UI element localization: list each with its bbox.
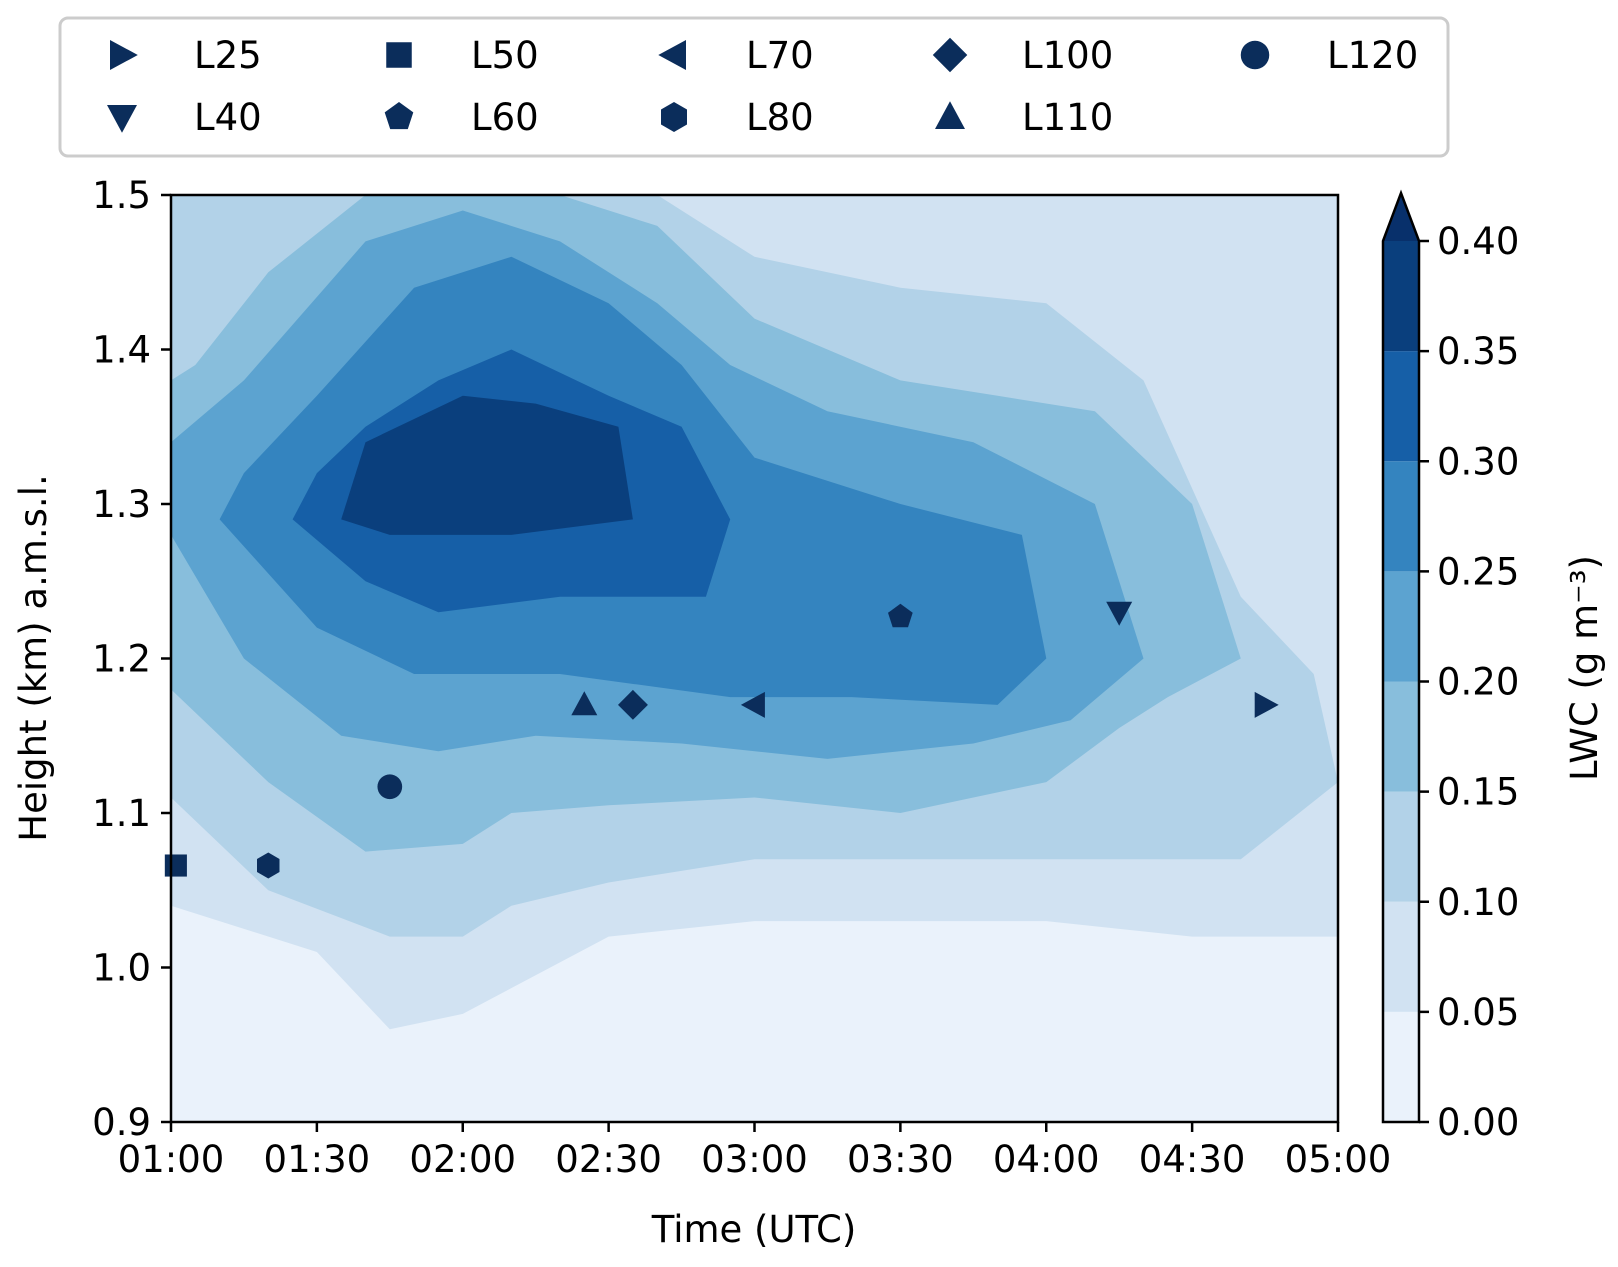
colorbar-band bbox=[1383, 461, 1419, 572]
legend-label: L60 bbox=[471, 96, 539, 139]
legend-diamond-icon bbox=[932, 37, 968, 73]
colorbar-tick-label: 0.30 bbox=[1437, 440, 1519, 483]
legend-entry-l60: L60 bbox=[384, 96, 539, 139]
x-axis-label: Time (UTC) bbox=[651, 1208, 857, 1251]
y-axis-label: Height (km) a.m.s.l. bbox=[12, 474, 55, 842]
x-tick-label: 02:00 bbox=[409, 1138, 516, 1181]
y-tick-label: 1.3 bbox=[92, 483, 151, 526]
legend-circle-icon bbox=[1240, 40, 1270, 70]
colorbar-band bbox=[1383, 571, 1419, 682]
x-tick-label: 04:00 bbox=[993, 1138, 1100, 1181]
colorbar-tick-label: 0.25 bbox=[1437, 550, 1519, 593]
legend-label: L120 bbox=[1327, 34, 1418, 77]
legend-entry-l70: L70 bbox=[658, 34, 814, 77]
point-l110-marker bbox=[571, 691, 598, 716]
legend-pentagon-icon bbox=[384, 102, 414, 130]
legend-entry-l120: L120 bbox=[1240, 34, 1418, 77]
colorbar-band bbox=[1383, 681, 1419, 792]
colorbar-band bbox=[1383, 351, 1419, 462]
x-tick-label: 03:00 bbox=[701, 1138, 808, 1181]
y-tick-label: 1.2 bbox=[92, 638, 151, 681]
point-l100-marker bbox=[618, 689, 648, 720]
x-tick-label: 01:30 bbox=[264, 1138, 371, 1181]
legend-triangle-left-icon bbox=[658, 40, 686, 70]
legend-square-icon bbox=[386, 42, 412, 68]
colorbar-label: LWC (g m⁻³) bbox=[1563, 555, 1606, 781]
y-axis: 0.9 1.0 1.1 1.2 1.3 1.4 1.5 bbox=[92, 174, 171, 1144]
colorbar-tick-label: 0.00 bbox=[1437, 1101, 1519, 1144]
x-tick-label: 03:30 bbox=[847, 1138, 954, 1181]
x-tick-label: 01:00 bbox=[118, 1138, 225, 1181]
legend-label: L25 bbox=[194, 34, 262, 77]
colorbar-tick-label: 0.05 bbox=[1437, 991, 1519, 1034]
legend-label: L110 bbox=[1022, 96, 1113, 139]
legend-entry-l100: L100 bbox=[932, 34, 1113, 77]
colorbar-band bbox=[1383, 791, 1419, 902]
point-l25-marker bbox=[1254, 691, 1279, 718]
legend-hexagon-icon bbox=[661, 102, 687, 132]
contour-band-7 bbox=[341, 395, 633, 535]
colorbar-band bbox=[1383, 1011, 1419, 1122]
colorbar-band bbox=[1383, 901, 1419, 1012]
x-tick-label: 04:30 bbox=[1139, 1138, 1246, 1181]
contour-layer bbox=[171, 195, 1338, 1122]
x-tick-label: 02:30 bbox=[555, 1138, 662, 1181]
y-tick-label: 1.5 bbox=[92, 174, 151, 217]
point-l60-marker bbox=[888, 603, 913, 628]
colorbar: 0.00 0.05 0.10 0.15 0.20 0.25 0.30 0.35 0.40 bbox=[1381, 189, 1519, 1144]
legend-label: L70 bbox=[746, 34, 814, 77]
colorbar-tick-label: 0.15 bbox=[1437, 771, 1519, 814]
legend-label: L50 bbox=[471, 34, 539, 77]
y-tick-label: 1.4 bbox=[92, 329, 151, 372]
legend-entry-l40: L40 bbox=[107, 96, 262, 139]
legend-entry-l25: L25 bbox=[110, 34, 262, 77]
x-axis: 01:00 01:30 02:00 02:30 03:00 03:30 04:00 04:30… bbox=[118, 1122, 1392, 1181]
point-l70-marker bbox=[740, 691, 765, 718]
legend-triangle-down-icon bbox=[107, 105, 137, 133]
legend-entry-l80: L80 bbox=[661, 96, 814, 139]
legend: L25 L40 L50 L60 L70 L80 L100 L110 L120 bbox=[58, 16, 1450, 158]
point-l120-marker bbox=[377, 774, 403, 800]
point-l50-marker bbox=[164, 854, 187, 877]
y-tick-label: 0.9 bbox=[92, 1101, 151, 1144]
point-l40-marker bbox=[1106, 601, 1133, 626]
legend-triangle-right-icon bbox=[110, 40, 138, 70]
legend-label: L100 bbox=[1022, 34, 1113, 77]
y-tick-label: 1.0 bbox=[92, 947, 151, 990]
legend-triangle-up-icon bbox=[935, 101, 965, 129]
colorbar-tick-label: 0.40 bbox=[1437, 220, 1519, 263]
colorbar-band bbox=[1383, 241, 1419, 352]
legend-label: L40 bbox=[194, 96, 262, 139]
colorbar-tick-label: 0.10 bbox=[1437, 881, 1519, 924]
colorbar-extend-arrow bbox=[1383, 193, 1419, 241]
legend-label: L80 bbox=[746, 96, 814, 139]
colorbar-tick-label: 0.35 bbox=[1437, 330, 1519, 373]
legend-entry-l110: L110 bbox=[935, 96, 1113, 139]
colorbar-tick-label: 0.20 bbox=[1437, 661, 1519, 704]
x-tick-label: 05:00 bbox=[1285, 1138, 1392, 1181]
y-tick-label: 1.1 bbox=[92, 792, 151, 835]
point-l80-marker bbox=[257, 852, 280, 879]
colorbar-frame bbox=[1381, 189, 1421, 1124]
legend-entry-l50: L50 bbox=[386, 34, 539, 77]
